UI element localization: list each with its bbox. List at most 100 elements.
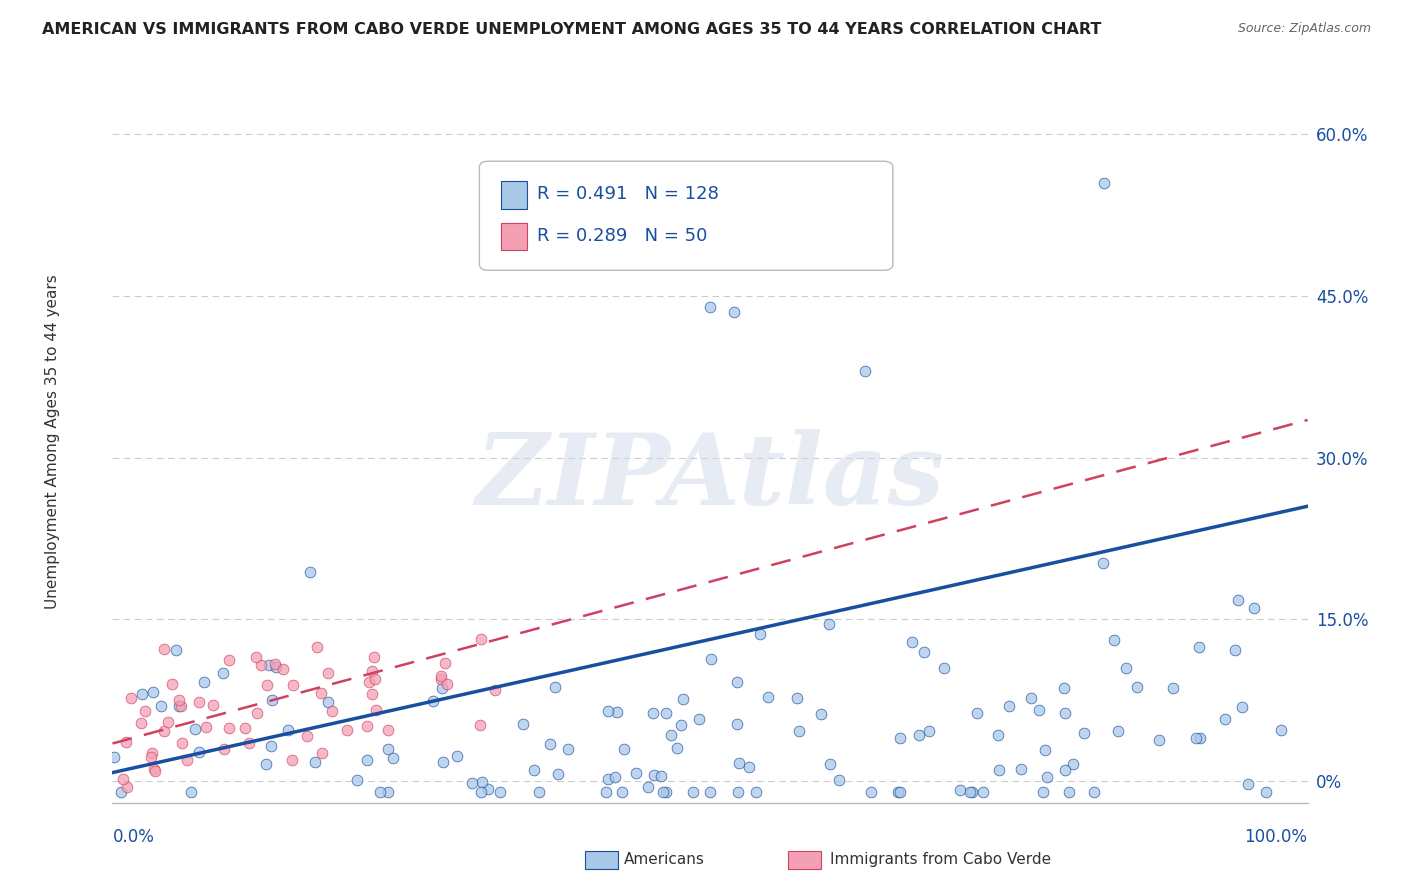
Point: [1230, 699, 1253, 714]
Point: [153, 723, 176, 738]
Point: [789, 723, 811, 738]
Point: [598, 704, 620, 718]
Text: 0.0%: 0.0%: [112, 828, 155, 847]
Point: [889, 785, 911, 799]
Point: [818, 617, 841, 632]
Point: [613, 742, 636, 756]
Point: [162, 677, 183, 691]
Point: [129, 715, 152, 730]
Point: [512, 717, 534, 731]
Point: [637, 780, 659, 794]
Point: [382, 751, 405, 765]
Point: [364, 672, 387, 686]
Point: [1073, 726, 1095, 740]
Point: [1107, 723, 1129, 738]
FancyBboxPatch shape: [479, 161, 893, 270]
Point: [336, 723, 359, 737]
Point: [1031, 785, 1053, 799]
Point: [120, 691, 142, 706]
Point: [917, 724, 939, 739]
Point: [998, 698, 1021, 713]
Point: [598, 772, 620, 786]
Point: [263, 657, 285, 672]
Point: [470, 632, 492, 646]
Point: [297, 729, 319, 743]
Text: R = 0.289   N = 50: R = 0.289 N = 50: [537, 227, 707, 244]
Point: [972, 785, 994, 799]
Point: [156, 715, 179, 730]
Point: [1053, 764, 1076, 778]
Point: [912, 645, 935, 659]
Point: [595, 785, 617, 799]
Point: [934, 660, 956, 674]
Point: [723, 305, 745, 319]
Point: [307, 640, 329, 654]
Point: [103, 750, 125, 764]
Point: [626, 765, 648, 780]
Point: [725, 675, 748, 690]
Point: [1102, 632, 1125, 647]
Point: [859, 785, 882, 799]
Point: [529, 785, 551, 799]
Point: [377, 723, 399, 738]
Point: [184, 722, 207, 736]
Point: [1188, 731, 1211, 745]
Point: [1254, 785, 1277, 799]
Point: [277, 723, 299, 738]
Point: [281, 678, 304, 692]
Point: [523, 763, 546, 777]
Point: [110, 785, 132, 799]
Point: [141, 746, 163, 760]
Point: [1019, 690, 1042, 705]
Point: [1270, 723, 1292, 737]
Point: [142, 685, 165, 699]
Point: [547, 766, 569, 780]
Point: [238, 736, 260, 750]
Point: [356, 719, 378, 733]
Point: [468, 717, 491, 731]
Bar: [585, 851, 619, 870]
Text: R = 0.491   N = 128: R = 0.491 N = 128: [537, 186, 718, 203]
Point: [256, 677, 278, 691]
Point: [250, 657, 273, 672]
Point: [167, 693, 190, 707]
Text: Americans: Americans: [624, 853, 704, 867]
Point: [363, 649, 385, 664]
Point: [725, 716, 748, 731]
Point: [1223, 643, 1246, 657]
Point: [212, 742, 235, 756]
Point: [538, 737, 561, 751]
Point: [908, 728, 931, 742]
Point: [422, 693, 444, 707]
Point: [377, 785, 399, 799]
Point: [143, 764, 166, 778]
Point: [1091, 556, 1114, 570]
Point: [727, 785, 749, 799]
Point: [360, 665, 382, 679]
Point: [170, 699, 193, 714]
Bar: [501, 181, 527, 209]
Point: [855, 364, 877, 378]
Point: [1010, 762, 1032, 776]
Point: [988, 763, 1011, 777]
Point: [368, 785, 391, 799]
Point: [1147, 732, 1170, 747]
Point: [357, 675, 380, 690]
Point: [257, 657, 280, 672]
Point: [260, 739, 283, 754]
Point: [544, 680, 567, 694]
Point: [430, 669, 453, 683]
Point: [153, 641, 176, 656]
Point: [304, 755, 326, 769]
Point: [142, 762, 165, 776]
Text: Source: ZipAtlas.com: Source: ZipAtlas.com: [1237, 22, 1371, 36]
Point: [1036, 770, 1059, 784]
Point: [356, 753, 378, 767]
Point: [271, 662, 294, 676]
Point: [828, 772, 851, 787]
Point: [309, 686, 332, 700]
Text: ZIPAtlas: ZIPAtlas: [475, 429, 945, 526]
Point: [211, 665, 233, 680]
Point: [484, 682, 506, 697]
Point: [682, 785, 704, 799]
